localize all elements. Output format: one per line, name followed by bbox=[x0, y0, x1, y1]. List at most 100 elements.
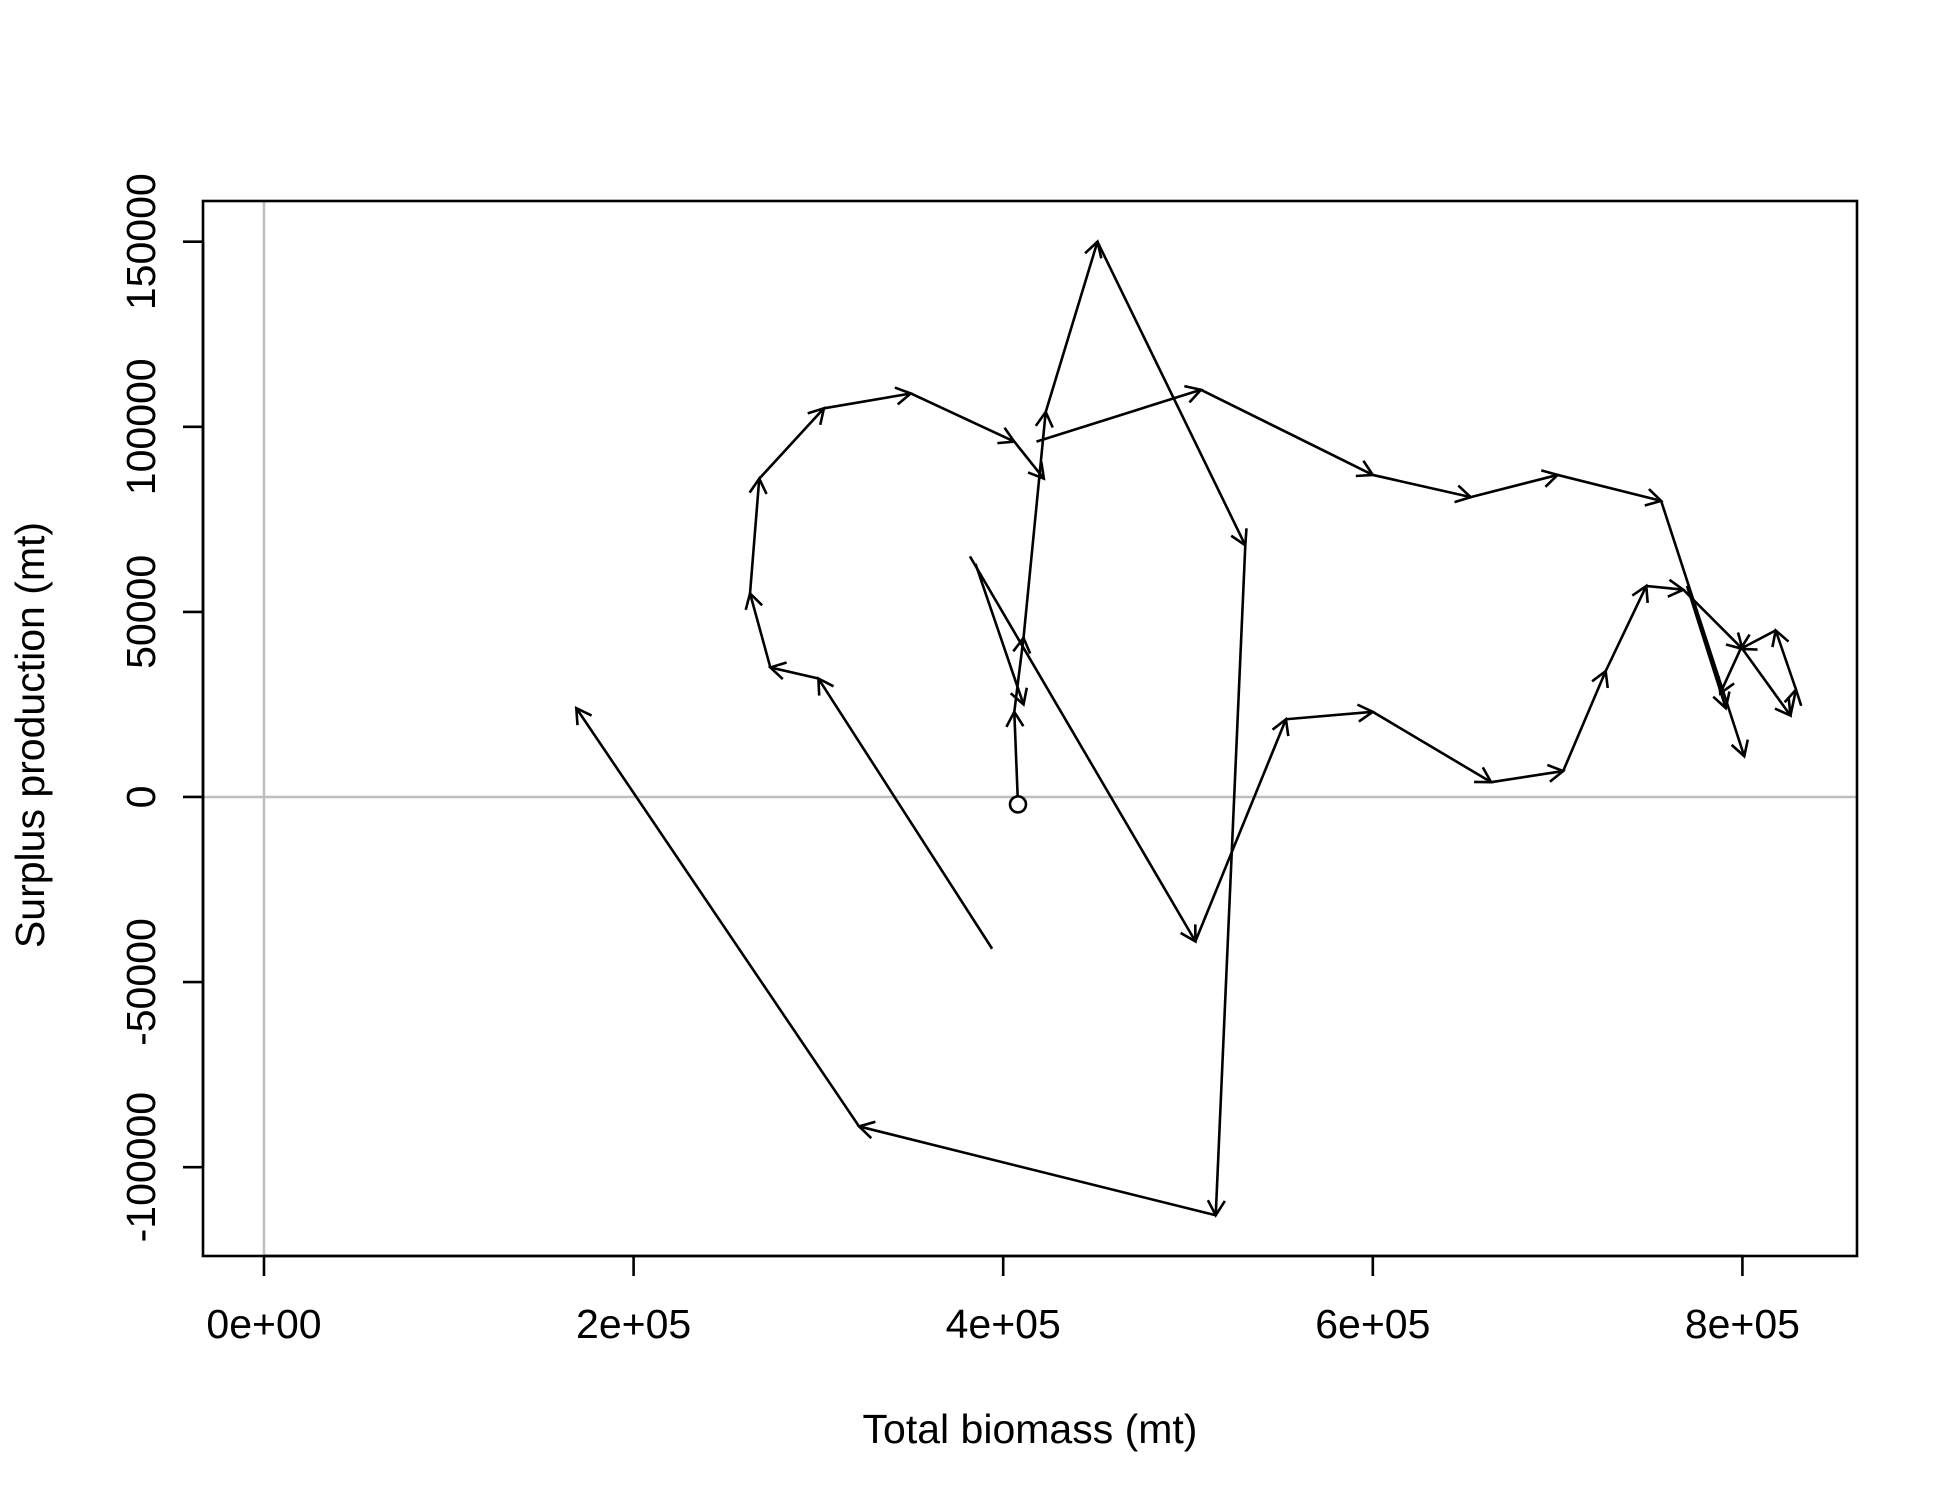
arrow-head bbox=[1012, 635, 1032, 654]
arrow-segment bbox=[910, 392, 1017, 445]
arrow-segment bbox=[1206, 545, 1247, 1218]
arrow-segment bbox=[767, 661, 819, 680]
arrow-head bbox=[1712, 691, 1731, 711]
arrow-shaft bbox=[1214, 545, 1247, 1216]
series-1 bbox=[974, 563, 1029, 707]
arrow-shaft bbox=[748, 478, 761, 594]
arrow-segment bbox=[1771, 627, 1798, 691]
arrow-head bbox=[1717, 676, 1735, 696]
arrow-segment bbox=[1659, 500, 1750, 759]
reference-lines bbox=[203, 201, 1857, 1256]
x-tick-label: 6e+05 bbox=[1315, 1301, 1430, 1347]
arrow-segment bbox=[1012, 635, 1032, 713]
arrow-shaft bbox=[858, 1125, 1217, 1217]
arrow-shaft bbox=[1682, 588, 1744, 650]
arrow-shaft bbox=[748, 593, 772, 668]
arrow-segment bbox=[1646, 578, 1686, 598]
x-tick-label: 8e+05 bbox=[1685, 1301, 1800, 1347]
arrow-head bbox=[574, 705, 593, 726]
arrow-shaft bbox=[1044, 241, 1099, 413]
arrow-segment bbox=[856, 1120, 1217, 1217]
arrow-shaft bbox=[1604, 585, 1648, 672]
arrow-shaft bbox=[968, 555, 1197, 943]
arrow-segment bbox=[1738, 629, 1777, 651]
y-tick-label: 100000 bbox=[118, 358, 164, 495]
x-axis: 0e+00 2e+05 4e+05 6e+05 8e+05 bbox=[206, 1254, 1800, 1347]
arrow-shaft bbox=[1719, 648, 1742, 694]
arrow-head bbox=[1009, 687, 1029, 707]
series-5 bbox=[968, 555, 1803, 944]
arrow-segment bbox=[1022, 409, 1054, 638]
arrow-shaft bbox=[1739, 629, 1777, 651]
arrow-shaft bbox=[758, 407, 825, 480]
arrow-shaft bbox=[910, 392, 1015, 443]
y-tick-label: 150000 bbox=[118, 173, 164, 310]
arrow-shaft bbox=[1096, 241, 1247, 546]
arrow-shaft bbox=[823, 392, 912, 410]
arrow-segment bbox=[1044, 239, 1103, 413]
arrow-shaft bbox=[1036, 388, 1202, 443]
arrow-segment bbox=[574, 705, 861, 1128]
arrow-segment bbox=[1490, 763, 1566, 784]
x-tick-label: 0e+00 bbox=[206, 1301, 321, 1347]
series-4 bbox=[1036, 384, 1750, 759]
arrow-segment bbox=[816, 676, 994, 950]
y-axis-title: Surplus production (mt) bbox=[7, 522, 53, 948]
arrow-segment bbox=[1470, 469, 1561, 499]
x-tick-label: 2e+05 bbox=[576, 1301, 691, 1347]
arrow-shaft bbox=[1194, 718, 1288, 942]
series-0 bbox=[574, 239, 1248, 1218]
arrow-shaft bbox=[1741, 648, 1792, 717]
arrow-shaft bbox=[1200, 388, 1374, 477]
series-3 bbox=[744, 386, 1046, 950]
plot-frame bbox=[201, 199, 1859, 1258]
plot-frame-layer bbox=[201, 199, 1859, 1258]
arrow-segment bbox=[1717, 648, 1742, 696]
y-axis: -100000 -50000 0 50000 100000 150000 bbox=[118, 173, 205, 1242]
arrow-segment bbox=[823, 386, 914, 410]
arrow-segment bbox=[1604, 583, 1649, 672]
arrow-segment bbox=[748, 476, 768, 594]
arrow-shaft bbox=[1646, 584, 1684, 591]
y-tick-label: 50000 bbox=[118, 555, 164, 669]
y-tick-label: -50000 bbox=[118, 918, 164, 1046]
y-tick-label: 0 bbox=[118, 786, 164, 809]
arrow-head bbox=[1027, 461, 1046, 481]
arrow-shaft bbox=[1490, 769, 1564, 784]
arrow-shaft bbox=[1372, 473, 1472, 499]
arrow-segment bbox=[1372, 710, 1494, 784]
arrow-shaft bbox=[1285, 710, 1373, 721]
arrow-shaft bbox=[1372, 710, 1492, 784]
x-axis-title: Total biomass (mt) bbox=[863, 1406, 1198, 1452]
arrow-shaft bbox=[770, 666, 819, 680]
arrow-segment bbox=[1372, 473, 1474, 504]
arrow-shaft bbox=[1561, 670, 1607, 772]
arrow-shaft bbox=[1013, 637, 1025, 713]
y-tick-label: -100000 bbox=[118, 1092, 164, 1242]
start-point-marker bbox=[1008, 795, 1028, 814]
arrow-head bbox=[816, 676, 835, 696]
arrow-segment bbox=[744, 590, 772, 668]
arrow-segment bbox=[1013, 440, 1046, 481]
arrow-shaft bbox=[1012, 711, 1020, 805]
arrow-shaft bbox=[1774, 629, 1798, 691]
arrow-shaft bbox=[575, 707, 861, 1128]
arrow-shaft bbox=[817, 677, 994, 950]
arrow-shaft bbox=[1022, 411, 1048, 638]
arrow-segment bbox=[974, 563, 1029, 707]
arrow-segment bbox=[1561, 668, 1610, 772]
arrow-shaft bbox=[1659, 500, 1746, 757]
series-layer bbox=[574, 239, 1803, 1218]
arrow-segment bbox=[968, 555, 1197, 944]
arrow-segment bbox=[1036, 384, 1204, 443]
arrow-segment bbox=[1200, 388, 1376, 478]
arrow-segment bbox=[1741, 648, 1792, 718]
arrow-segment bbox=[1096, 241, 1248, 548]
arrow-segment bbox=[1194, 716, 1290, 942]
arrow-shaft bbox=[1013, 440, 1045, 480]
arrow-segment bbox=[1285, 703, 1376, 723]
arrow-shaft bbox=[1557, 473, 1662, 503]
arrow-segment bbox=[758, 406, 826, 480]
arrow-shaft bbox=[1470, 473, 1558, 499]
